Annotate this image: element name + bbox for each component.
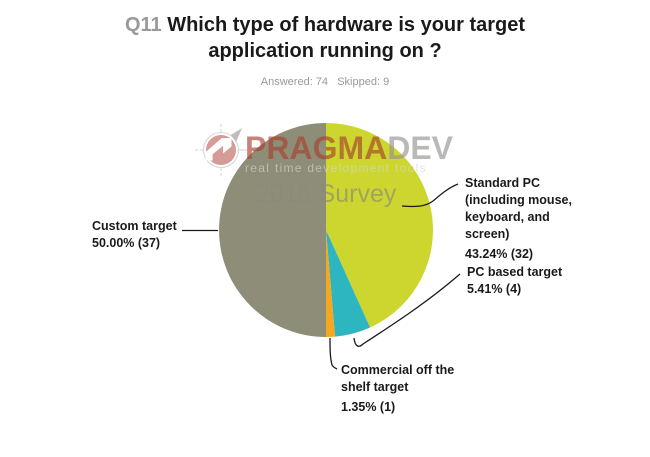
svg-text:Custom target: Custom target <box>92 219 178 233</box>
svg-text:shelf target: shelf target <box>341 380 409 394</box>
svg-text:Standard PC: Standard PC <box>465 176 540 190</box>
svg-text:PC based target: PC based target <box>467 265 563 279</box>
svg-text:1.35% (1): 1.35% (1) <box>341 400 395 414</box>
svg-text:keyboard, and: keyboard, and <box>465 210 550 224</box>
svg-text:2015 Survey: 2015 Survey <box>256 180 397 208</box>
svg-text:(including mouse,: (including mouse, <box>465 193 572 207</box>
svg-text:screen): screen) <box>465 227 509 241</box>
svg-text:50.00% (37): 50.00% (37) <box>92 236 160 250</box>
svg-text:Commercial off the: Commercial off the <box>341 363 454 377</box>
svg-text:real time development tools: real time development tools <box>245 161 427 175</box>
svg-text:43.24% (32): 43.24% (32) <box>465 247 533 261</box>
svg-text:5.41% (4): 5.41% (4) <box>467 282 521 296</box>
